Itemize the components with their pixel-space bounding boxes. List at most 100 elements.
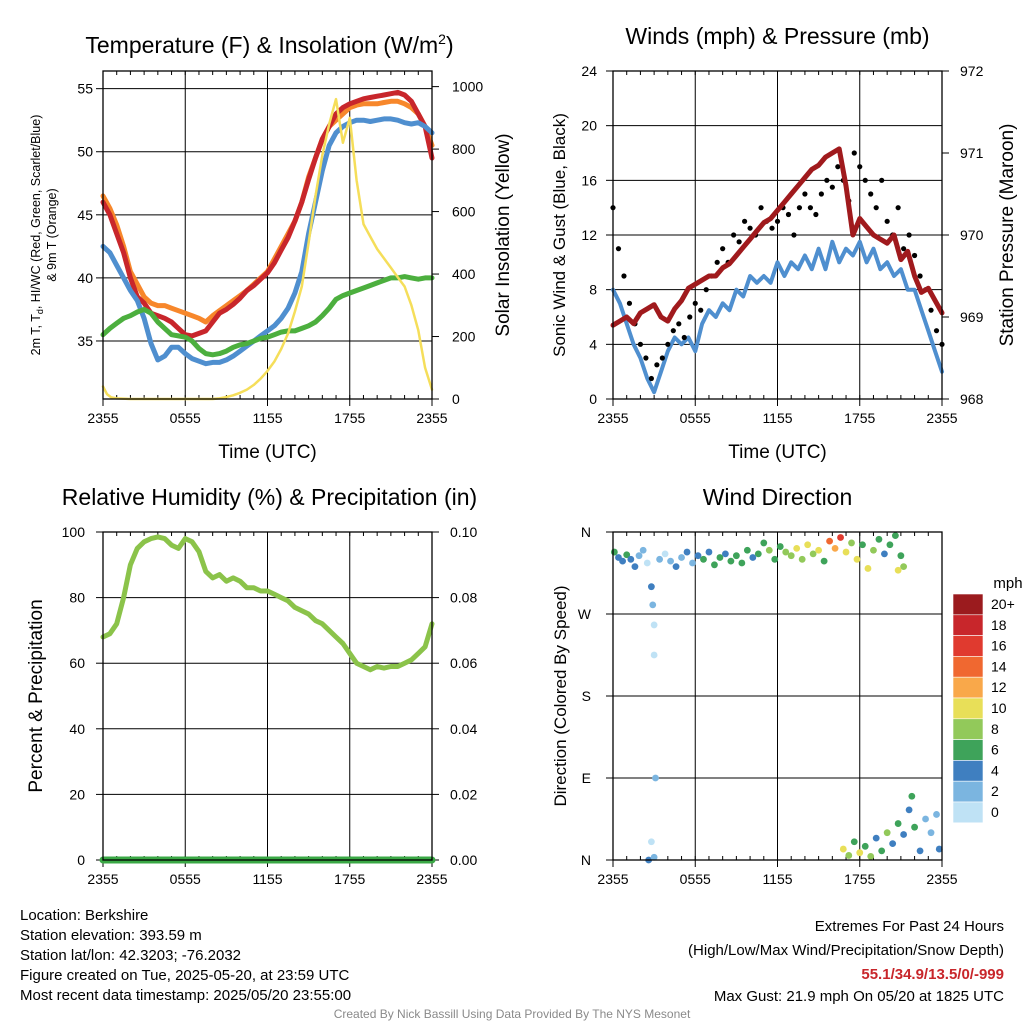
y-axis-label-left-line2: & 9m T (Orange) <box>45 188 59 281</box>
gust-point <box>873 205 879 211</box>
direction-point <box>623 551 631 559</box>
y-tick-label-left: N <box>581 524 591 540</box>
x-tick-label: 2355 <box>87 871 118 887</box>
gust-point <box>648 375 654 382</box>
direction-point <box>908 792 916 800</box>
legend-label: 10 <box>991 700 1007 716</box>
series-line-rh <box>100 534 435 673</box>
direction-point <box>883 829 891 837</box>
gust-point <box>807 205 814 211</box>
y-tick-label-left: E <box>582 770 591 786</box>
direction-point <box>861 842 869 850</box>
direction-point <box>875 535 883 543</box>
direction-point <box>760 539 768 547</box>
direction-point <box>619 557 626 565</box>
y-tick-label-left: 12 <box>581 227 597 243</box>
extremes-values: 55.1/34.9/13.5/0/-999 <box>861 966 1004 983</box>
y-tick-label-left: 20 <box>581 118 597 134</box>
direction-point <box>891 532 899 540</box>
y-axis-label-left: 2m T, Td, HI/WC (Red, Green, Scarlet/Blu… <box>29 115 45 356</box>
legend-swatch <box>952 635 984 657</box>
y-tick-label-left: 0 <box>77 852 85 868</box>
legend-label: 0 <box>991 804 999 820</box>
y-tick-label-left: 0 <box>589 391 597 407</box>
legend-swatch <box>952 614 984 636</box>
x-axis-label: Time (UTC) <box>218 442 317 463</box>
gust-point <box>824 177 830 183</box>
wind-direction-panel: N E S W N 2355 0555 1155 1755 2355 Wind Direction D… <box>551 484 1023 887</box>
direction-point <box>732 552 740 560</box>
x-tick-label: 2355 <box>926 871 957 887</box>
direction-point <box>935 845 943 853</box>
x-tick-label: 2355 <box>597 871 628 887</box>
recent-data-text: Most recent data timestamp: 2025/05/20 2… <box>20 987 352 1004</box>
y-tick-label-right: 200 <box>452 329 476 345</box>
y-tick-label-left: N <box>581 852 591 868</box>
legend-swatch <box>952 656 984 678</box>
x-tick-label: 1155 <box>252 410 282 426</box>
direction-point <box>643 559 651 567</box>
gust-point <box>736 239 742 245</box>
gust-point <box>758 205 764 211</box>
direction-point <box>820 557 828 565</box>
series-line-green <box>100 274 435 358</box>
y-tick-label-right: 800 <box>452 141 476 157</box>
direction-point <box>804 541 812 549</box>
direction-point <box>886 541 894 549</box>
y-tick-label-right: 0.06 <box>450 655 477 671</box>
y-tick-label-right: 600 <box>452 204 476 220</box>
credit-text: Created By Nick Bassill Using Data Provi… <box>333 1007 691 1021</box>
x-tick-label: 1755 <box>844 871 875 887</box>
direction-point <box>711 561 718 569</box>
direction-point <box>881 550 888 558</box>
direction-point <box>782 548 790 556</box>
direction-point <box>867 852 875 860</box>
gust-point <box>911 252 918 259</box>
gust-point <box>796 205 803 211</box>
direction-point <box>667 557 674 565</box>
gust-point <box>626 300 633 306</box>
latlon-text: Station lat/lon: 42.3203; -76.2032 <box>20 947 242 964</box>
direction-point <box>922 815 929 823</box>
direction-point <box>889 840 897 847</box>
chart-title-wind: Winds (mph) & Pressure (mb) <box>625 23 929 49</box>
y-tick-label-left: 55 <box>77 81 93 97</box>
y-tick-label-right: 0.04 <box>450 721 477 737</box>
direction-point <box>727 557 735 565</box>
gust-point <box>862 177 868 183</box>
gust-point <box>659 355 665 361</box>
direction-point <box>776 543 784 550</box>
direction-point <box>650 621 658 629</box>
direction-point <box>845 852 853 859</box>
direction-point <box>911 823 918 831</box>
legend-swatch <box>952 718 984 740</box>
y-tick-label-right: 0 <box>452 391 460 407</box>
gust-point <box>615 246 622 252</box>
direction-point <box>848 539 855 547</box>
y-tick-label-left: 80 <box>69 590 85 606</box>
elevation-text: Station elevation: 393.59 m <box>20 927 202 944</box>
gust-point <box>747 225 753 231</box>
gust-point <box>901 246 907 252</box>
legend-swatch <box>952 697 984 720</box>
series-line-blue <box>100 116 435 367</box>
direction-point <box>650 651 658 659</box>
y-tick-label-left: 50 <box>77 144 93 160</box>
y-axis-label-left: Direction (Colored By Speed) <box>551 585 570 806</box>
extremes-title: Extremes For Past 24 Hours <box>814 918 1004 935</box>
gust-point <box>637 341 644 347</box>
direction-point <box>859 541 866 549</box>
x-tick-label: 1755 <box>334 871 365 887</box>
legend-swatch <box>952 801 984 824</box>
direction-point <box>856 849 864 857</box>
gust-point <box>802 191 808 197</box>
direction-point <box>815 546 823 554</box>
y-tick-label-right: 1000 <box>452 79 483 95</box>
direction-point <box>683 548 691 556</box>
y-axis-label-right: Station Pressure (Maroon) <box>997 124 1018 347</box>
plot-frame <box>102 531 433 861</box>
x-tick-label: 0555 <box>680 410 711 426</box>
direction-point <box>738 559 746 567</box>
direction-point <box>894 566 902 574</box>
chart-title-wind-direction: Wind Direction <box>703 484 853 510</box>
